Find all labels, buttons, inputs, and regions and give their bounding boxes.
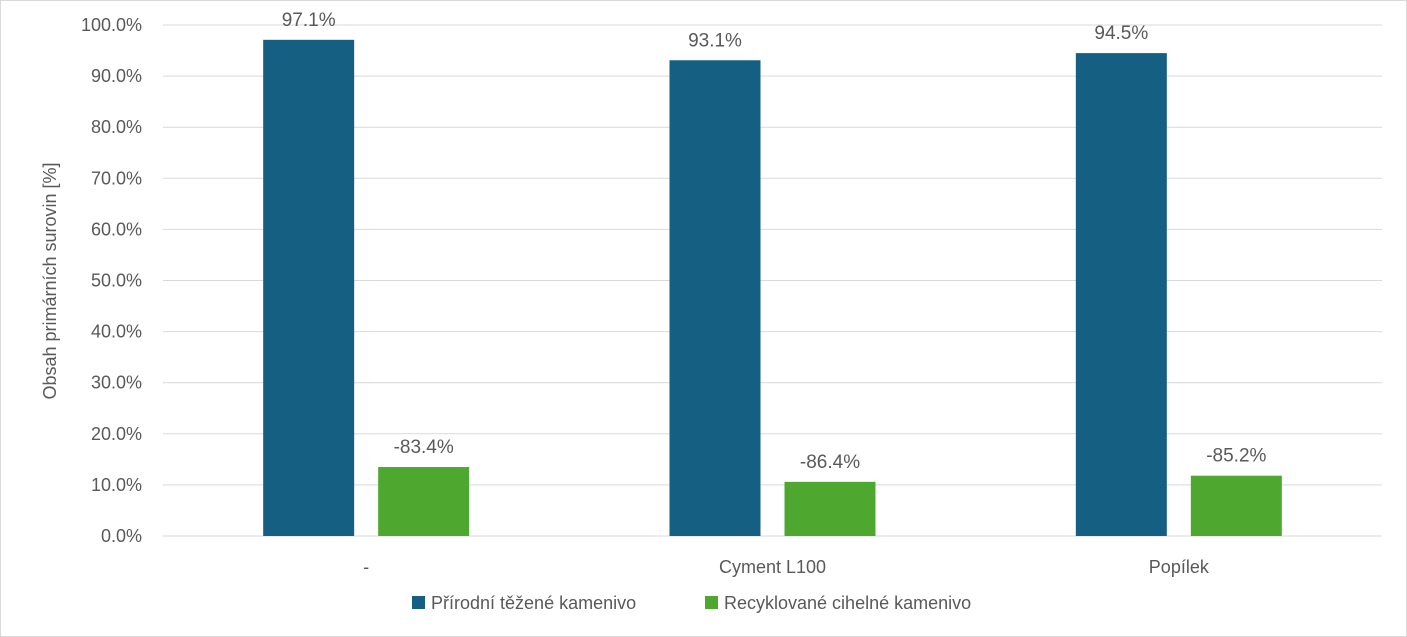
legend-label: Recyklované cihelné kamenivo xyxy=(724,593,971,613)
legend-label: Přírodní těžené kamenivo xyxy=(431,593,636,613)
bar-natural xyxy=(669,60,761,536)
bars: 97.1% -83.4% 93.1% -86.4% 94.5% -85.2% xyxy=(263,10,1282,536)
y-tick-label: 40.0% xyxy=(91,322,142,342)
x-tick-label: Cyment L100 xyxy=(719,557,826,577)
legend-swatch xyxy=(705,596,718,609)
x-tick-label: - xyxy=(363,557,369,577)
y-tick-label: 20.0% xyxy=(91,424,142,444)
x-axis-ticks: - Cyment L100 Popílek xyxy=(363,557,1210,577)
bar-recycled xyxy=(784,481,876,536)
data-label: 97.1% xyxy=(282,10,336,31)
data-label: 93.1% xyxy=(688,30,742,51)
y-tick-label: 60.0% xyxy=(91,219,142,239)
bar-natural xyxy=(1075,53,1167,536)
data-label: -83.4% xyxy=(394,437,454,458)
y-tick-label: 80.0% xyxy=(91,117,142,137)
y-tick-label: 90.0% xyxy=(91,66,142,86)
y-tick-label: 70.0% xyxy=(91,168,142,188)
y-axis-label: Obsah primárních surovin [%] xyxy=(40,162,60,399)
bar-recycled xyxy=(1190,475,1282,536)
y-axis-ticks: 0.0% 10.0% 20.0% 30.0% 40.0% 50.0% 60.0% 70.0% 8… xyxy=(81,15,142,546)
y-tick-label: 50.0% xyxy=(91,271,142,291)
data-label: 94.5% xyxy=(1094,23,1148,44)
bar-natural xyxy=(263,39,355,536)
data-label: -86.4% xyxy=(800,452,860,473)
y-tick-label: 10.0% xyxy=(91,475,142,495)
y-tick-label: 0.0% xyxy=(101,526,142,546)
data-label: -85.2% xyxy=(1206,446,1266,467)
y-tick-label: 100.0% xyxy=(81,15,142,35)
bar-recycled xyxy=(378,467,470,536)
gridlines xyxy=(163,24,1382,537)
y-tick-label: 30.0% xyxy=(91,373,142,393)
legend: Přírodní těžené kamenivo Recyklované cihe… xyxy=(412,593,971,613)
legend-swatch xyxy=(412,596,425,609)
x-tick-label: Popílek xyxy=(1149,557,1210,577)
